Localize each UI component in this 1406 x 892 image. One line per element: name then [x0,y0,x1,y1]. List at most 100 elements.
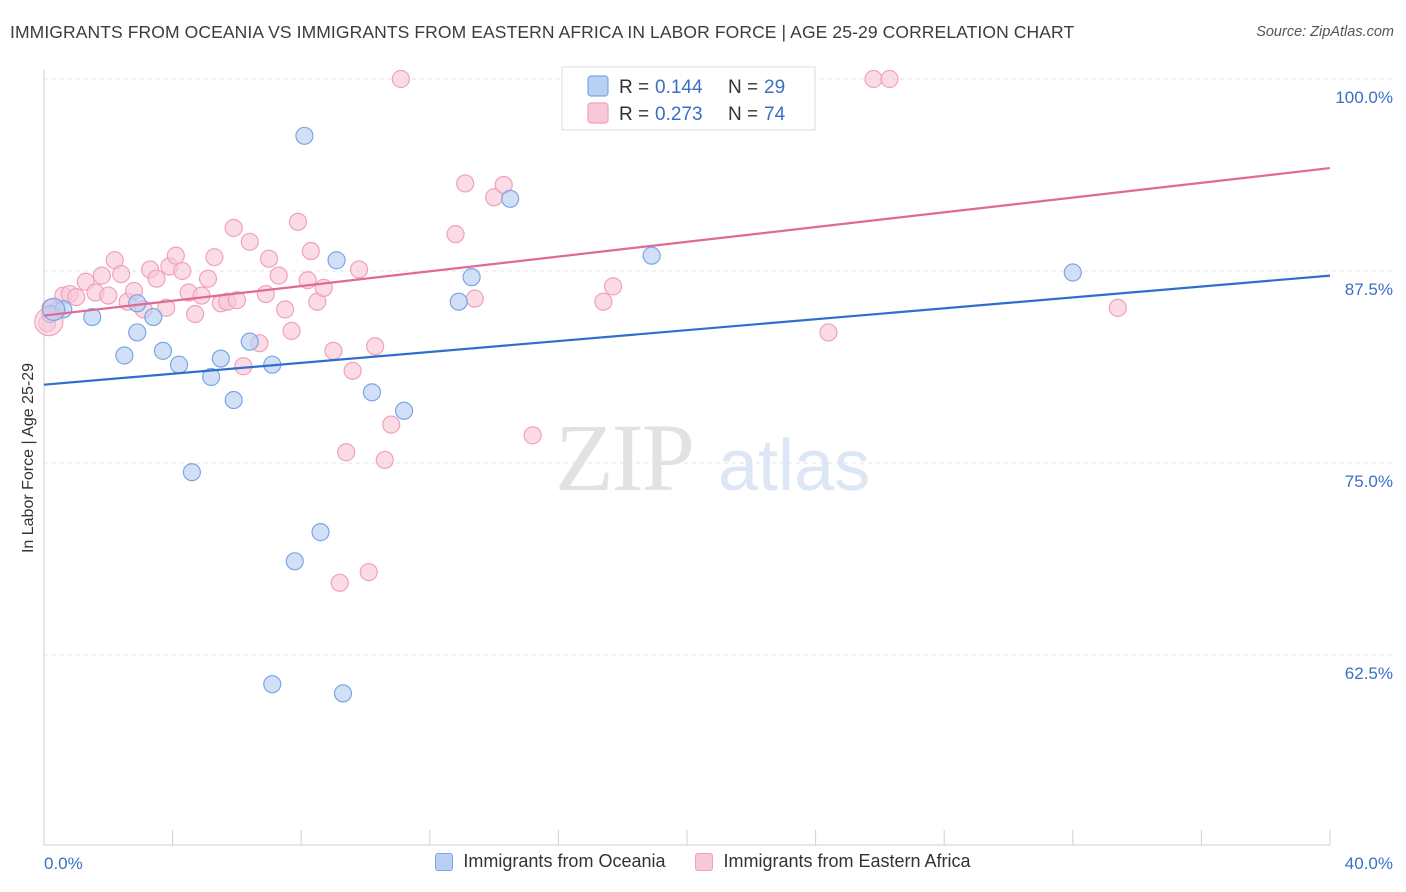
eastern-africa-point-59 [594,292,613,311]
eastern-africa-point-51 [382,415,401,434]
legend-swatch-eastern-africa-bottom [695,852,714,871]
oceania-trend-line [43,274,1331,386]
legend-r-label-oceania: R = [619,77,649,98]
legend-n-value-oceania: 29 [764,77,785,98]
y-tick-label-2: 75.0% [1345,472,1393,491]
legend-swatch-oceania [587,75,609,97]
legend-label-oceania: Immigrants from Oceania [463,851,666,871]
oceania-point-23 [449,292,468,311]
oceania-point-20 [333,684,353,703]
y-tick-label-0: 100.0% [1335,88,1393,107]
eastern-africa-point-64 [1108,298,1127,317]
oceania-point-27 [1063,263,1082,282]
oceania-point-8 [169,355,189,374]
oceania-point-18 [311,523,330,542]
y-tick-label-1: 87.5% [1345,280,1393,299]
legend-n-label-eastern-africa: N = [728,104,758,125]
eastern-africa-point-53 [446,225,465,244]
eastern-africa-point-33 [256,284,275,304]
legend-swatch-oceania-bottom [435,852,454,871]
x-max-label: 40.0% [1345,854,1393,873]
eastern-africa-point-34 [259,249,279,268]
oceania-point-21 [362,383,382,402]
legend-n-label-oceania: N = [728,77,758,98]
oceania-point-17 [295,126,314,145]
eastern-africa-point-9 [99,286,118,305]
legend-label-eastern-africa: Immigrants from Eastern Africa [723,851,971,871]
eastern-africa-point-19 [166,246,185,265]
eastern-africa-point-25 [205,248,224,267]
series-legend: Immigrants from Oceania Immigrants from … [0,851,1406,872]
eastern-africa-point-58 [523,426,542,445]
legend-item-oceania: Immigrants from Oceania [435,851,665,872]
data-points [34,69,1127,703]
eastern-africa-point-47 [349,260,369,279]
legend-item-eastern-africa: Immigrants from Eastern Africa [695,851,971,872]
oceania-point-10 [202,367,221,387]
chart-source: Source: ZipAtlas.com [1256,24,1394,40]
eastern-africa-point-52 [391,69,410,89]
oceania-point-25 [501,189,520,208]
eastern-africa-point-16 [147,269,166,288]
eastern-africa-point-63 [880,69,899,89]
eastern-africa-point-36 [276,300,295,319]
legend-n-value-eastern-africa: 74 [764,104,786,125]
eastern-africa-point-17 [157,298,176,317]
eastern-africa-point-22 [186,304,205,324]
eastern-africa-point-62 [864,69,883,89]
x-min-label: 0.0% [44,854,83,873]
oceania-point-11 [211,349,230,368]
oceania-point-26 [642,246,661,265]
oceania-point-12 [224,390,243,410]
oceania-point-19 [327,251,346,270]
eastern-africa-point-37 [282,321,301,341]
legend-r-label-eastern-africa: R = [619,104,649,125]
eastern-africa-point-44 [330,573,349,592]
eastern-africa-trend-line [43,166,1331,317]
eastern-africa-point-23 [192,286,211,305]
oceania-point-9 [182,463,201,482]
y-tick-labels: 100.0% 87.5% 75.0% 62.5% [1335,88,1393,683]
legend-swatch-eastern-africa [587,102,609,124]
oceania-point-5 [128,323,147,342]
oceania-point-22 [394,401,414,420]
eastern-africa-point-45 [337,443,356,462]
eastern-africa-point-20 [173,261,192,281]
x-ticks [172,830,1331,845]
eastern-africa-point-61 [819,323,838,342]
oceania-point-7 [153,341,173,360]
legend-r-value-oceania: 0.144 [655,77,703,98]
eastern-africa-point-31 [240,232,259,251]
eastern-africa-point-60 [603,277,623,296]
eastern-africa-point-40 [301,241,320,261]
watermark: ZIP atlas [555,404,870,511]
eastern-africa-point-5 [67,288,86,307]
eastern-africa-point-28 [224,218,243,238]
oceania-point-16 [285,552,304,571]
eastern-africa-point-50 [375,450,394,470]
eastern-africa-point-49 [366,337,385,356]
y-tick-label-3: 62.5% [1345,664,1393,683]
stats-legend: R = 0.144 N = 29 R = 0.273 N = 74 [561,66,816,131]
eastern-africa-point-24 [198,269,218,288]
oceania-point-13 [240,332,259,351]
trend-lines [43,166,1331,386]
oceania-point-24 [462,268,481,287]
chart-title: IMMIGRANTS FROM OCEANIA VS IMMIGRANTS FR… [10,22,1075,42]
oceania-point-2 [83,307,102,327]
eastern-africa-point-8 [92,266,111,285]
eastern-africa-point-46 [343,361,362,380]
oceania-point-4 [115,346,134,365]
legend-r-value-eastern-africa: 0.273 [655,104,703,125]
eastern-africa-point-54 [456,174,475,193]
eastern-africa-point-38 [288,212,308,231]
watermark-zip: ZIP [555,404,693,511]
eastern-africa-point-11 [112,264,131,284]
eastern-africa-point-48 [359,562,378,582]
eastern-africa-point-29 [227,291,246,310]
oceania-cluster-point [42,297,66,321]
eastern-africa-point-35 [269,266,288,285]
oceania-point-6 [144,307,163,327]
eastern-africa-point-55 [465,289,484,308]
